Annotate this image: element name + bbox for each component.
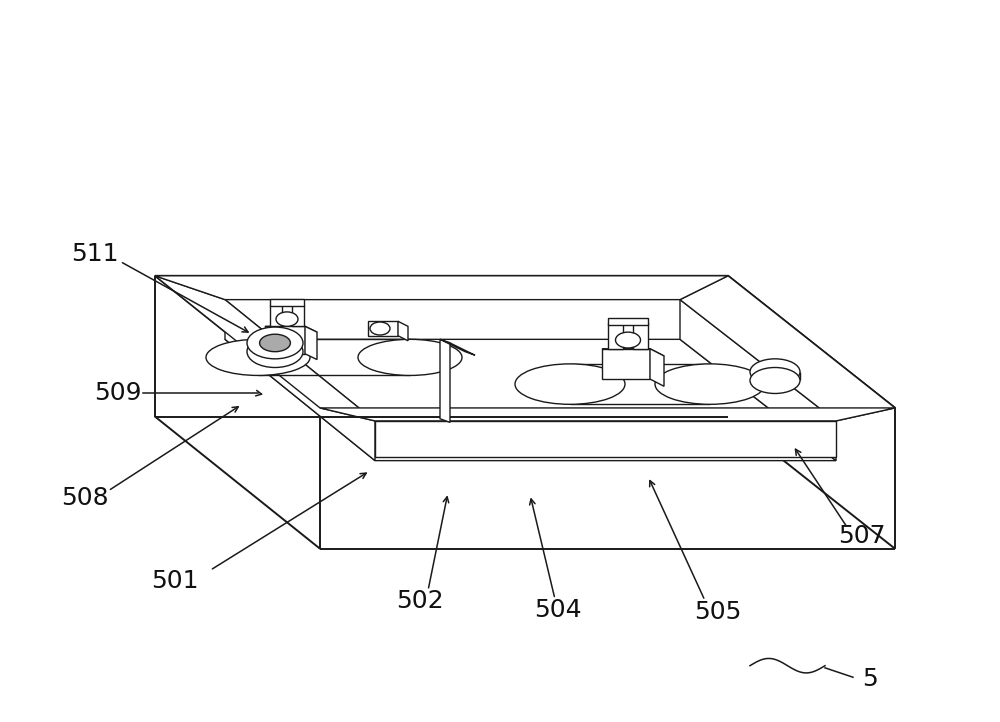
Ellipse shape [260,334,290,352]
Text: 509: 509 [94,381,142,406]
Polygon shape [368,321,398,336]
Text: 505: 505 [694,599,742,624]
Ellipse shape [206,339,310,375]
Polygon shape [305,326,317,360]
Polygon shape [608,318,648,325]
Polygon shape [265,326,317,332]
Polygon shape [320,408,895,421]
Text: 511: 511 [71,242,119,266]
Text: 502: 502 [396,588,444,613]
Polygon shape [633,323,648,349]
Ellipse shape [750,367,800,393]
Ellipse shape [616,332,640,348]
Ellipse shape [358,339,462,375]
Polygon shape [155,276,895,408]
Polygon shape [680,300,836,461]
Polygon shape [375,421,836,457]
Ellipse shape [515,364,625,404]
Polygon shape [398,321,408,341]
Polygon shape [602,349,664,356]
Polygon shape [292,305,304,326]
Polygon shape [602,349,650,379]
Polygon shape [225,300,375,461]
Polygon shape [225,339,836,461]
Polygon shape [155,276,375,421]
Text: 5: 5 [862,666,878,691]
Ellipse shape [750,359,800,385]
Ellipse shape [247,327,303,359]
Text: 508: 508 [61,486,109,510]
Polygon shape [270,305,282,326]
Polygon shape [440,339,475,355]
Polygon shape [155,276,728,300]
Polygon shape [440,339,450,422]
Polygon shape [155,276,225,339]
Polygon shape [608,323,623,349]
Polygon shape [728,276,895,549]
Polygon shape [270,299,304,306]
Text: 501: 501 [151,569,199,593]
Polygon shape [680,276,895,421]
Ellipse shape [276,312,298,326]
Ellipse shape [655,364,765,404]
Polygon shape [265,326,305,354]
Ellipse shape [247,336,303,367]
Ellipse shape [370,322,390,335]
Polygon shape [650,349,664,386]
Text: 507: 507 [838,523,886,548]
Text: 504: 504 [534,598,582,622]
Polygon shape [155,276,320,549]
